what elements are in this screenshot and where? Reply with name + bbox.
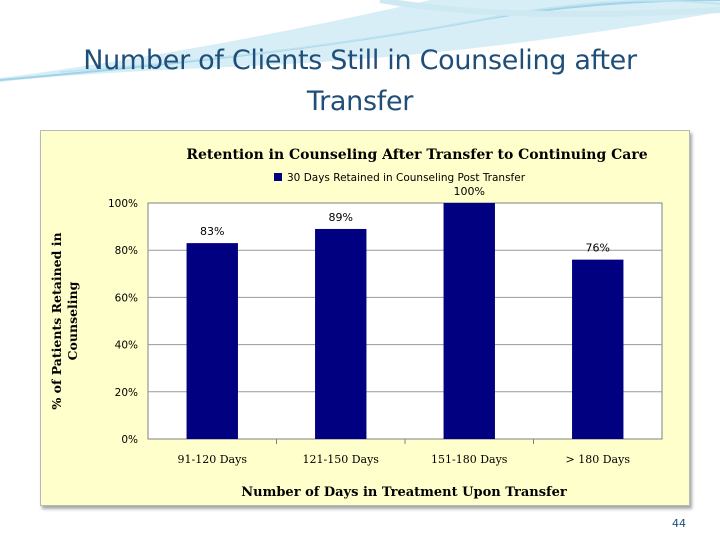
bar-chart: Retention in Counseling After Transfer t… xyxy=(49,147,663,500)
data-labels-group: 83% 89% 100% 76% xyxy=(200,185,610,255)
data-label: 76% xyxy=(586,242,610,255)
bars-group xyxy=(186,203,624,439)
data-label: 100% xyxy=(454,185,485,198)
x-tick-label: > 180 Days xyxy=(566,453,631,466)
chart-title: Retention in Counseling After Transfer t… xyxy=(186,147,647,163)
x-tick-label: 151-180 Days xyxy=(431,453,508,466)
plot-area: 83% 89% 100% 76% xyxy=(147,185,663,440)
y-axis-label-line-2: Counseling xyxy=(65,281,80,360)
data-label: 89% xyxy=(329,211,353,224)
y-axis-label: % of Patients Retained in Counseling xyxy=(49,232,80,409)
x-tick-label: 121-150 Days xyxy=(303,453,380,466)
y-tick-label: 40% xyxy=(115,340,138,352)
y-tick-label: 20% xyxy=(115,387,138,399)
y-tick-label: 80% xyxy=(115,245,138,257)
slide-number: 44 xyxy=(672,517,686,530)
bar xyxy=(443,203,495,439)
data-label: 83% xyxy=(200,225,224,238)
legend-swatch xyxy=(274,173,282,181)
x-axis-label: Number of Days in Treatment Upon Transfe… xyxy=(241,485,567,500)
x-tick-label: 91-120 Days xyxy=(178,453,248,466)
bar xyxy=(186,243,238,439)
x-axis-ticks: 91-120 Days 121-150 Days 151-180 Days > 180… xyxy=(178,439,631,466)
y-tick-label: 100% xyxy=(108,198,138,210)
slide-title: Number of Clients Still in Counseling af… xyxy=(83,45,637,117)
y-axis-ticks: 0% 20% 40% 60% 80% 100% xyxy=(108,198,138,446)
chart-frame: Retention in Counseling After Transfer t… xyxy=(40,130,690,506)
y-tick-label: 60% xyxy=(115,292,138,304)
y-tick-label: 0% xyxy=(121,434,138,446)
y-axis-label-line-1: % of Patients Retained in xyxy=(49,232,64,409)
bar xyxy=(315,228,367,439)
legend-label: 30 Days Retained in Counseling Post Tran… xyxy=(287,172,526,184)
header-wave-decoration xyxy=(0,0,720,82)
bar xyxy=(572,259,624,439)
